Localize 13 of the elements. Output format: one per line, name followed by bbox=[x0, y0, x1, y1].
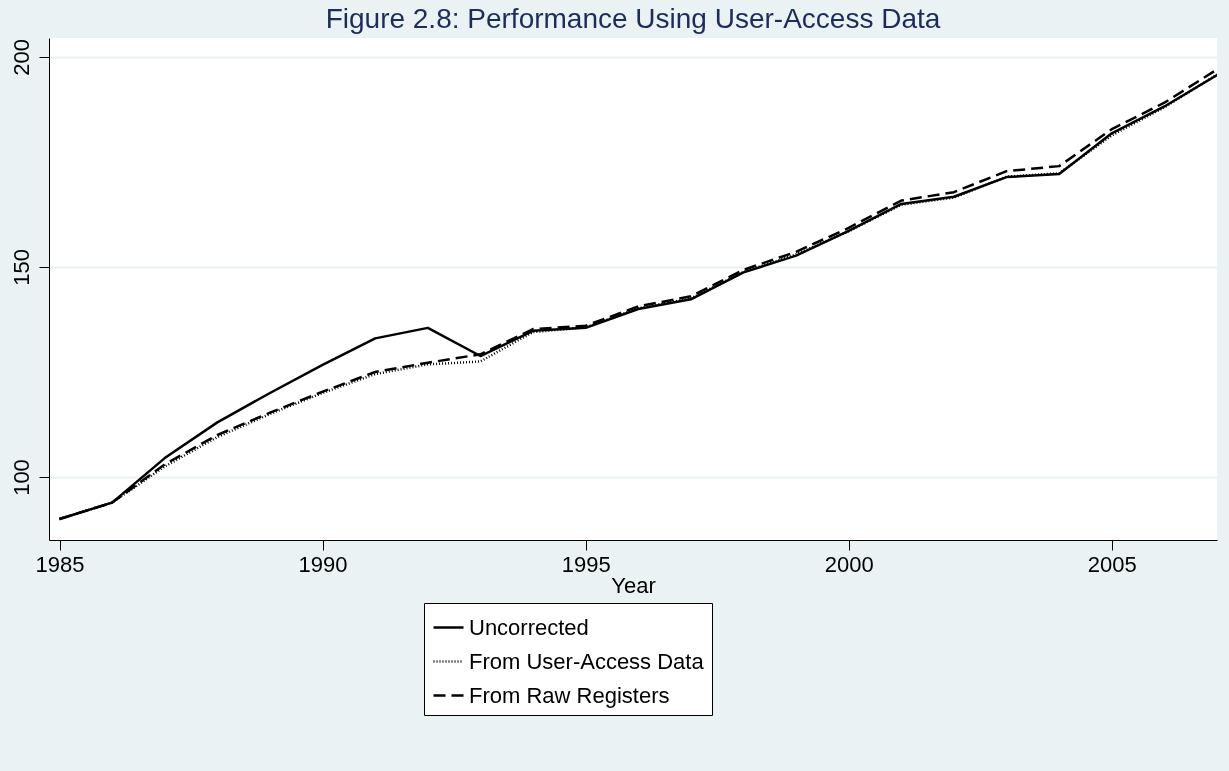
legend-label: From Raw Registers bbox=[469, 682, 670, 708]
x-tick-label: 2005 bbox=[1087, 551, 1137, 577]
x-tick-label: 2000 bbox=[824, 551, 874, 577]
x-tick-label: 1990 bbox=[298, 551, 348, 577]
legend-label: From User-Access Data bbox=[469, 648, 705, 674]
y-tick-label: 100 bbox=[8, 459, 34, 496]
y-tick-label: 150 bbox=[8, 249, 34, 286]
y-tick-label: 200 bbox=[8, 39, 34, 76]
x-tick-label: 1985 bbox=[35, 551, 85, 577]
x-axis-title: Year bbox=[611, 572, 656, 598]
chart-title: Figure 2.8: Performance Using User-Access Data bbox=[325, 3, 941, 34]
x-tick-label: 1995 bbox=[561, 551, 611, 577]
legend-label: Uncorrected bbox=[469, 614, 589, 640]
